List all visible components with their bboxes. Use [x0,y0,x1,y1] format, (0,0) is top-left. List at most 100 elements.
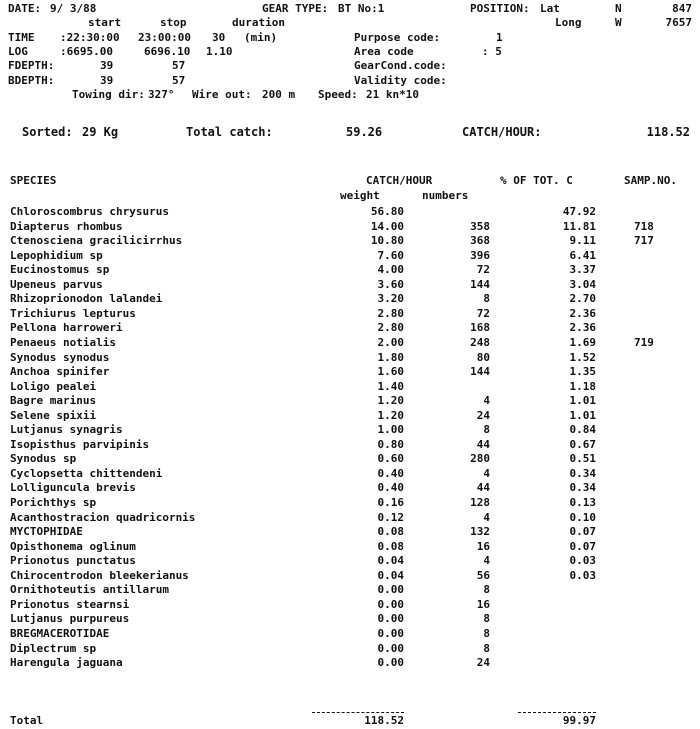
catch-numbers: 8 [483,641,490,655]
log-label: LOG [8,45,28,58]
pct-of-total: 0.13 [569,496,597,509]
date-value: 9/ 3/88 [50,2,97,15]
species-name: Anchoa spinifer [10,365,110,379]
speed-value: 21 kn*10 [366,88,419,101]
long-hemisphere: W [615,16,622,29]
pct-of-total: 0.03 [569,568,597,582]
catch-weight: 0.12 [377,510,405,524]
species-name: Synodus synodus [10,350,110,364]
species-name: Lepophidium sp [10,248,103,262]
weight-header: weight [340,189,380,202]
total-label: Total [10,714,44,727]
catch-weight: 3.60 [377,277,405,291]
catch-weight: 0.00 [377,597,405,611]
log-start: :6695.00 [60,45,113,58]
catch-weight: 3.20 [377,292,405,306]
catch-numbers: 4 [483,554,490,568]
catch-numbers: 248 [470,335,490,349]
pct-of-total: 0.07 [569,525,597,539]
species-name: Loligo pealei [10,379,97,393]
time-unit: (min) [244,31,278,44]
total-pct: 99.97 [562,714,596,727]
species-name: Upeneus parvus [10,277,103,291]
pct-total-header: % OF TOT. C [500,174,573,187]
stop-label: stop [160,16,187,29]
catch-numbers: 144 [470,277,490,291]
catch-hour-header: CATCH/HOUR [366,174,433,187]
pct-of-total: 1.35 [569,365,597,379]
duration-label: duration [232,16,285,29]
pct-of-total: 1.01 [569,408,597,422]
weight-total-rule [312,712,404,713]
catch-per-hour-label: CATCH/HOUR: [462,125,542,139]
species-name: Opisthonema oglinum [10,539,136,553]
purpose-label: Purpose code: [354,31,441,44]
catch-weight: 0.16 [377,496,405,509]
catch-weight: 1.00 [377,423,405,437]
purpose-value: 1 [496,31,503,44]
total-weight: 118.52 [364,714,404,727]
catch-weight: 0.00 [377,626,405,640]
lat-label: Lat [540,2,560,15]
pct-of-total: 0.10 [569,510,597,524]
sorted-label: Sorted: [22,125,73,139]
pct-of-total: 2.36 [569,306,597,320]
catch-weight: 56.80 [370,205,404,218]
catch-numbers: 72 [476,263,490,277]
sample-number: 717 [634,234,654,248]
fdepth-start: 39 [100,59,114,72]
catch-numbers: 24 [476,408,490,422]
catch-numbers: 24 [476,656,490,670]
lat-value: 847 [672,2,692,15]
start-label: start [88,16,122,29]
wire-label: Wire out: [192,88,252,101]
pct-of-total: 0.84 [569,423,597,437]
sample-number-header: SAMP.NO. [624,174,677,187]
gear-value: BT No:1 [338,2,385,15]
pct-of-total: 9.11 [569,234,597,248]
catch-weight: 0.00 [377,612,405,626]
pct-of-total: 1.52 [569,350,597,364]
catch-numbers: 44 [476,437,490,451]
catch-numbers: 128 [470,496,490,509]
catch-numbers: 168 [470,321,490,335]
speed-label: Speed: [318,88,358,101]
towing-label: Towing dir: [72,88,145,101]
pct-of-total: 1.01 [569,394,597,408]
pct-of-total: 0.34 [569,466,597,480]
sorted-value: 29 Kg [82,125,119,139]
bdepth-start: 39 [100,74,114,87]
species-name: Ornithoteutis antillarum [10,583,169,597]
long-value: 7657 [665,16,693,29]
species-name: Chloroscombrus chrysurus [10,205,169,218]
pct-of-total: 1.69 [569,335,597,349]
area-value: : 5 [482,45,502,58]
validity-label: Validity code: [354,74,447,87]
species-name: BREGMACEROTIDAE [10,626,110,640]
catch-per-hour-value: 118.52 [646,125,690,139]
species-name: Bagre marinus [10,394,97,408]
catch-weight: 0.60 [377,452,405,466]
species-name: Eucinostomus sp [10,263,110,277]
species-name: Lutjanus purpureus [10,612,130,626]
catch-weight: 0.80 [377,437,405,451]
catch-weight: 0.04 [377,554,405,568]
catch-numbers: 56 [476,568,490,582]
catch-numbers: 144 [470,365,490,379]
sample-number: 718 [634,219,654,233]
catch-numbers: 358 [470,219,490,233]
pct-of-total: 0.67 [569,437,597,451]
pct-of-total: 0.03 [569,554,597,568]
pct-of-total: 2.36 [569,321,597,335]
long-label: Long [555,16,582,29]
species-name: Synodus sp [10,452,77,466]
species-name: MYCTOPHIDAE [10,525,83,539]
time-duration: 30 [212,31,226,44]
catch-weight: 0.04 [377,568,405,582]
time-label: TIME [8,31,35,44]
bdepth-stop: 57 [172,74,186,87]
catch-weight: 1.20 [377,408,405,422]
fdepth-stop: 57 [172,59,186,72]
species-name: Harengula jaguana [10,656,123,670]
catch-weight: 7.60 [377,248,405,262]
